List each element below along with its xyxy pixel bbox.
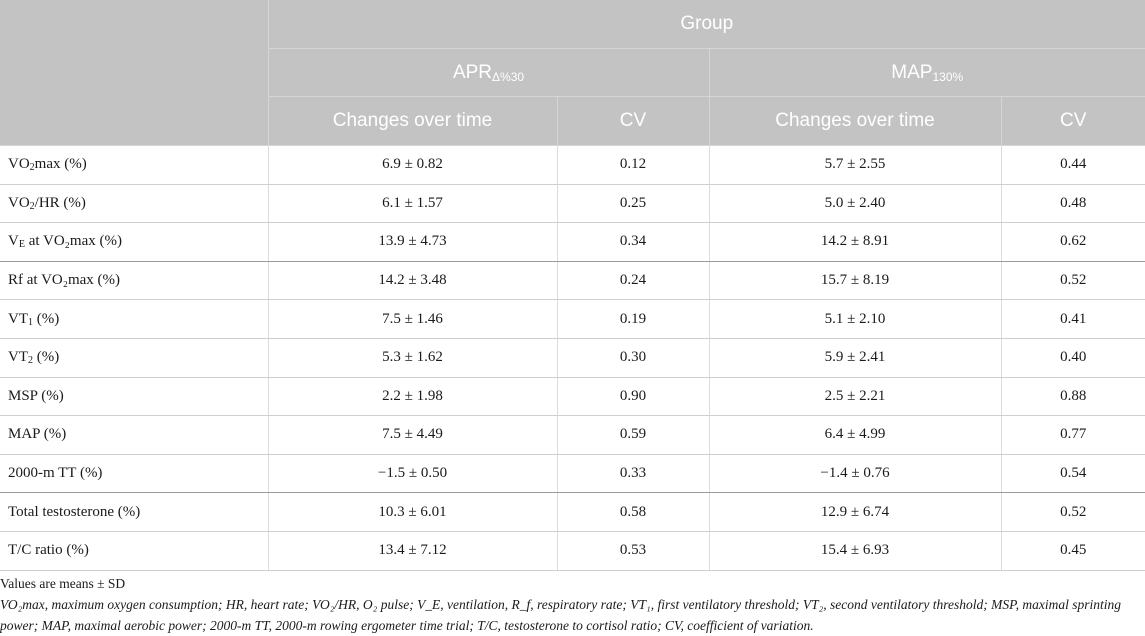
header-map-changes: Changes over time [709,96,1002,146]
apr-cv-cell: 0.33 [557,454,710,494]
table-row: MSP (%) 2.2 ± 1.98 0.90 2.5 ± 2.21 0.88 [0,377,1145,417]
apr-cv-cell: 0.53 [557,531,710,571]
table-row: VT1 (%) 7.5 ± 1.46 0.19 5.1 ± 2.10 0.41 [0,299,1145,339]
apr-cv-cell: 0.34 [557,222,710,262]
header-corner [0,0,269,146]
table-row: 2000-m TT (%) −1.5 ± 0.50 0.33 −1.4 ± 0.76 0… [0,454,1145,494]
footnotes: Values are means ± SD VO₂max, maximum ox… [0,573,1145,636]
apr-change-cell: 6.1 ± 1.57 [268,184,558,224]
results-table: Group APRΔ%30 MAP130% Changes over time … [0,0,1145,571]
header-apr: APRΔ%30 [268,48,710,97]
map-cv-cell: 0.62 [1001,222,1145,262]
header-apr-cv: CV [557,96,710,146]
row-label: MSP (%) [0,377,269,417]
row-label: T/C ratio (%) [0,531,269,571]
header-map: MAP130% [709,48,1145,97]
apr-change-cell: 5.3 ± 1.62 [268,338,558,378]
map-cv-cell: 0.44 [1001,145,1145,185]
header-group: Group [268,0,1145,49]
apr-cv-cell: 0.19 [557,299,710,339]
map-change-cell: 15.4 ± 6.93 [709,531,1002,571]
apr-cv-cell: 0.59 [557,415,710,455]
apr-change-cell: 14.2 ± 3.48 [268,261,558,301]
map-change-cell: 12.9 ± 6.74 [709,492,1002,532]
table-row: MAP (%) 7.5 ± 4.49 0.59 6.4 ± 4.99 0.77 [0,415,1145,455]
apr-cv-cell: 0.90 [557,377,710,417]
map-change-cell: 5.9 ± 2.41 [709,338,1002,378]
map-cv-cell: 0.45 [1001,531,1145,571]
map-change-cell: 6.4 ± 4.99 [709,415,1002,455]
row-label: VO2/HR (%) [0,184,269,224]
apr-change-cell: 2.2 ± 1.98 [268,377,558,417]
apr-cv-cell: 0.30 [557,338,710,378]
apr-change-cell: 13.9 ± 4.73 [268,222,558,262]
apr-change-cell: 6.9 ± 0.82 [268,145,558,185]
map-cv-cell: 0.41 [1001,299,1145,339]
row-label: 2000-m TT (%) [0,454,269,494]
map-change-cell: 2.5 ± 2.21 [709,377,1002,417]
apr-cv-cell: 0.24 [557,261,710,301]
footnote-abbreviations: VO₂max, maximum oxygen consumption; HR, … [0,597,1122,633]
table-body: VO2max (%) 6.9 ± 0.82 0.12 5.7 ± 2.55 0.44 VO… [0,145,1145,571]
header-apr-changes: Changes over time [268,96,558,146]
row-label: VT1 (%) [0,299,269,339]
map-cv-cell: 0.52 [1001,261,1145,301]
row-label: Total testosterone (%) [0,492,269,532]
table-row: Total testosterone (%) 10.3 ± 6.01 0.58 12.… [0,492,1145,532]
footnote-values: Values are means ± SD [0,576,126,591]
map-change-cell: 5.1 ± 2.10 [709,299,1002,339]
apr-cv-cell: 0.58 [557,492,710,532]
apr-cv-cell: 0.25 [557,184,710,224]
apr-cv-cell: 0.12 [557,145,710,185]
map-change-cell: 5.7 ± 2.55 [709,145,1002,185]
row-label: VE at VO₂max (%) [0,222,269,262]
map-change-cell: 5.0 ± 2.40 [709,184,1002,224]
apr-change-cell: 13.4 ± 7.12 [268,531,558,571]
table-row: VT2 (%) 5.3 ± 1.62 0.30 5.9 ± 2.41 0.40 [0,338,1145,378]
row-label: VT2 (%) [0,338,269,378]
map-cv-cell: 0.77 [1001,415,1145,455]
apr-change-cell: 7.5 ± 4.49 [268,415,558,455]
table-row: T/C ratio (%) 13.4 ± 7.12 0.53 15.4 ± 6.93 0… [0,531,1145,571]
header-map-cv: CV [1001,96,1145,146]
apr-change-cell: 10.3 ± 6.01 [268,492,558,532]
map-cv-cell: 0.52 [1001,492,1145,532]
map-cv-cell: 0.48 [1001,184,1145,224]
map-change-cell: 15.7 ± 8.19 [709,261,1002,301]
map-cv-cell: 0.40 [1001,338,1145,378]
table-row: VE at VO₂max (%) 13.9 ± 4.73 0.34 14.2 ± 8.… [0,222,1145,262]
row-label: MAP (%) [0,415,269,455]
apr-change-cell: 7.5 ± 1.46 [268,299,558,339]
row-label: Rf at VO₂max (%) [0,261,269,301]
table-row: VO2max (%) 6.9 ± 0.82 0.12 5.7 ± 2.55 0.44 [0,145,1145,185]
table-row: VO2/HR (%) 6.1 ± 1.57 0.25 5.0 ± 2.40 0.48 [0,184,1145,224]
map-change-cell: 14.2 ± 8.91 [709,222,1002,262]
map-cv-cell: 0.88 [1001,377,1145,417]
map-cv-cell: 0.54 [1001,454,1145,494]
table-row: Rf at VO₂max (%) 14.2 ± 3.48 0.24 15.7 ± 8.… [0,261,1145,301]
row-label: VO2max (%) [0,145,269,185]
apr-change-cell: −1.5 ± 0.50 [268,454,558,494]
map-change-cell: −1.4 ± 0.76 [709,454,1002,494]
